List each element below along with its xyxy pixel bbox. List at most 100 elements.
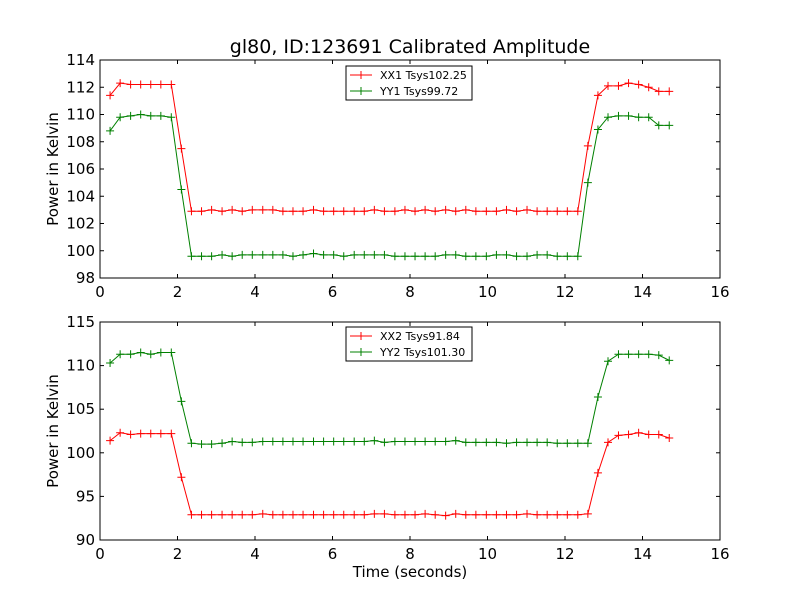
data-point: [136, 429, 145, 438]
x-tick-label: 6: [328, 545, 338, 563]
data-point: [502, 205, 511, 214]
data-point: [634, 80, 643, 89]
data-point: [492, 510, 501, 519]
data-point: [370, 250, 379, 259]
data-point: [441, 511, 450, 520]
data-point: [197, 207, 206, 216]
x-tick-label: 4: [250, 283, 260, 301]
data-point: [207, 440, 216, 449]
data-point: [563, 439, 572, 448]
x-tick-label: 2: [173, 283, 183, 301]
data-point: [126, 111, 135, 120]
data-point: [360, 250, 369, 259]
data-point: [268, 250, 277, 259]
data-point: [553, 510, 562, 519]
x-tick-label: 14: [633, 283, 652, 301]
data-point: [502, 250, 511, 259]
data-point: [421, 437, 430, 446]
y-tick-label: 108: [66, 133, 95, 151]
bottom-subplot: 0 2 4 6 8 10 12 14 16 90 95 100 105 110 115 Power in Ke…: [44, 313, 730, 581]
data-point: [583, 141, 592, 150]
data-point: [543, 250, 552, 259]
data-point: [400, 510, 409, 519]
data-point: [400, 205, 409, 214]
data-point: [228, 437, 237, 446]
data-point: [512, 510, 521, 519]
data-point: [604, 438, 613, 447]
data-point: [614, 111, 623, 120]
data-point: [309, 437, 318, 446]
data-point: [329, 510, 338, 519]
data-point: [177, 144, 186, 153]
data-point: [288, 510, 297, 519]
data-point: [380, 509, 389, 518]
data-point: [238, 207, 247, 216]
y-tick-label: 95: [76, 487, 95, 505]
x-tick-label: 0: [95, 283, 105, 301]
data-point: [126, 430, 135, 439]
data-point: [258, 205, 267, 214]
data-point: [461, 252, 470, 261]
data-point: [654, 121, 663, 130]
data-point: [278, 250, 287, 259]
data-point: [156, 429, 165, 438]
data-point: [299, 250, 308, 259]
data-point: [543, 207, 552, 216]
y-tick-label: 110: [66, 357, 95, 375]
data-point: [421, 205, 430, 214]
data-point: [471, 252, 480, 261]
x-tick-label: 14: [633, 545, 652, 563]
data-point: [350, 207, 359, 216]
data-point: [593, 91, 602, 100]
data-point: [360, 510, 369, 519]
data-point: [268, 510, 277, 519]
data-point: [238, 438, 247, 447]
data-point: [329, 207, 338, 216]
y-tick-label: 105: [66, 400, 95, 418]
x-tick-label: 12: [555, 545, 574, 563]
data-point: [136, 80, 145, 89]
data-point: [665, 121, 674, 130]
data-point: [288, 252, 297, 261]
data-point: [309, 249, 318, 258]
data-point: [614, 81, 623, 90]
data-point: [431, 252, 440, 261]
data-point: [665, 433, 674, 442]
data-point: [624, 111, 633, 120]
data-point: [339, 207, 348, 216]
data-point: [624, 350, 633, 359]
data-point: [228, 252, 237, 261]
data-point: [482, 510, 491, 519]
data-point: [411, 437, 420, 446]
data-point: [380, 207, 389, 216]
x-axis-label: Time (seconds): [352, 563, 468, 581]
data-point: [512, 438, 521, 447]
data-point: [492, 250, 501, 259]
data-point: [197, 510, 206, 519]
data-point: [197, 252, 206, 261]
data-point: [543, 438, 552, 447]
x-tick-label: 8: [405, 545, 415, 563]
data-point: [187, 252, 196, 261]
data-point: [380, 438, 389, 447]
data-point: [593, 125, 602, 134]
data-point: [523, 509, 532, 518]
data-point: [339, 252, 348, 261]
data-point: [370, 509, 379, 518]
data-point: [187, 439, 196, 448]
data-point: [523, 438, 532, 447]
data-point: [248, 438, 257, 447]
data-point: [258, 250, 267, 259]
data-point: [319, 437, 328, 446]
data-point: [319, 510, 328, 519]
data-point: [583, 509, 592, 518]
data-point: [644, 113, 653, 122]
data-point: [228, 205, 237, 214]
data-point: [553, 439, 562, 448]
data-point: [573, 439, 582, 448]
data-point: [207, 205, 216, 214]
x-tick-label: 6: [328, 283, 338, 301]
data-point: [451, 250, 460, 259]
data-point: [553, 252, 562, 261]
